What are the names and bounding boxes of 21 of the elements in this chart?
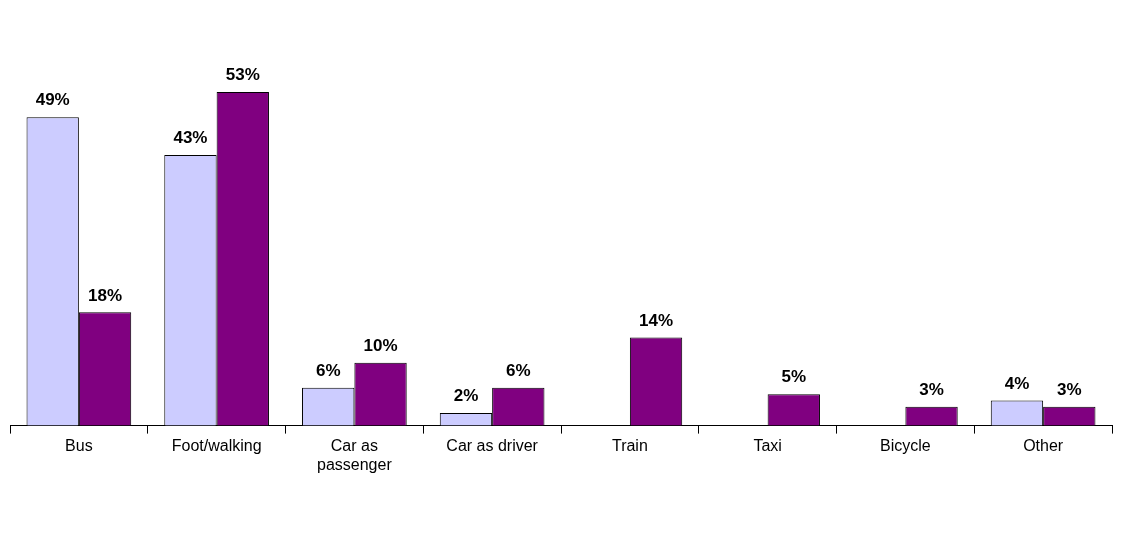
x-tick-label: Train: [611, 436, 648, 454]
x-tick-label: Car as driver: [446, 436, 539, 454]
x-tick-label: Bus: [65, 436, 93, 454]
data-label: 3%: [1057, 379, 1082, 399]
data-label: 6%: [506, 361, 531, 381]
data-label: 53%: [225, 65, 260, 85]
data-label: 49%: [35, 90, 70, 110]
data-label: 2%: [453, 386, 479, 406]
x-tick-label: Taxi: [753, 436, 782, 454]
x-tick-label: Other: [1023, 436, 1064, 454]
data-label: 4%: [1004, 373, 1030, 393]
data-label: 3%: [919, 379, 944, 399]
data-label: 10%: [363, 335, 398, 355]
data-label: 5%: [781, 367, 807, 387]
x-tick-label: Foot/walking: [171, 436, 262, 454]
data-label: 14%: [639, 310, 674, 330]
data-label: 6%: [315, 361, 341, 381]
x-tick-label: Car as passenger: [317, 436, 393, 473]
data-label: 18%: [88, 285, 123, 305]
x-tick-label: Bicycle: [880, 436, 931, 454]
data-label: 43%: [173, 128, 208, 148]
